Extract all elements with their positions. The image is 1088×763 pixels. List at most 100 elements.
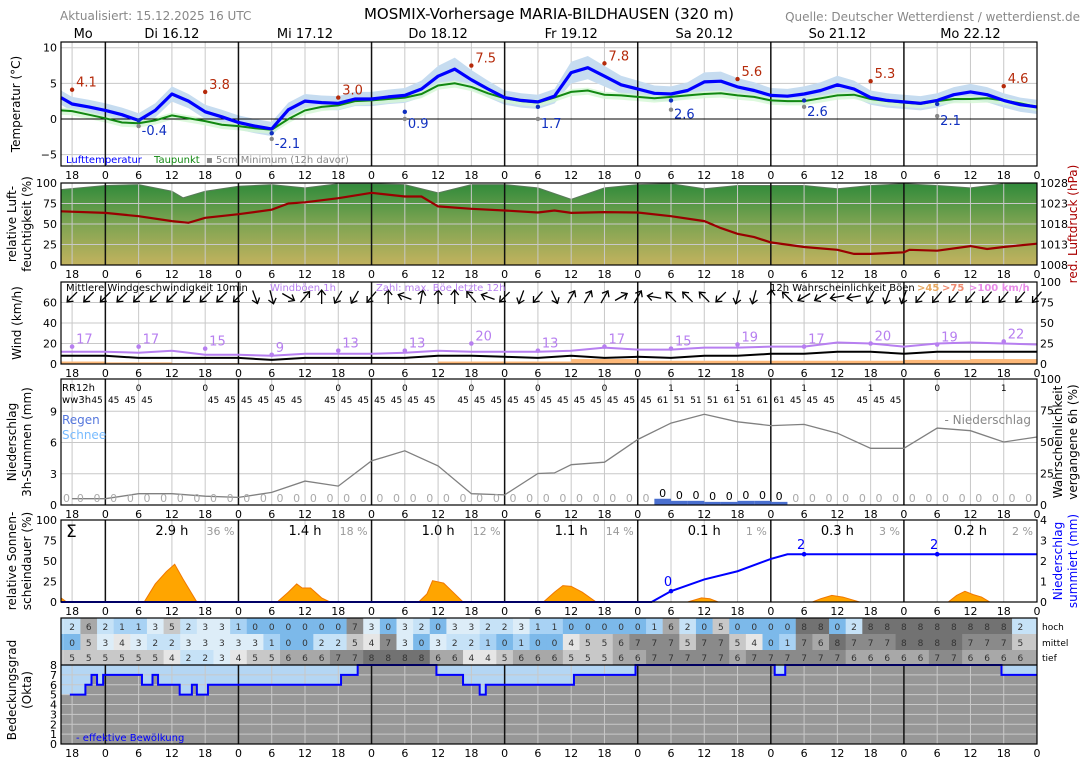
min-temp-label: 2.6: [807, 105, 828, 120]
x-tick-label: 0: [634, 268, 641, 281]
cloud-cell-value: 0: [552, 639, 558, 649]
wind-direction-arrow-icon: [932, 291, 943, 304]
cloud-cell-value: 8: [918, 639, 924, 649]
x-tick-label: 6: [534, 169, 541, 182]
cloud-cell-value: 7: [718, 654, 724, 664]
wind-direction-arrow-icon: [232, 291, 244, 303]
min-temp-point: [269, 131, 274, 136]
cloud-cell: [962, 634, 980, 650]
cloud-cell: [795, 618, 813, 634]
arrow-head: [898, 297, 908, 305]
arrow-head: [267, 297, 277, 305]
cloud-cell: [196, 618, 214, 634]
gust-max-point: [69, 344, 75, 349]
cloud-cell-value: 8: [801, 623, 807, 633]
rr12h-label: 0: [202, 384, 208, 394]
wind-direction-arrow-icon: [132, 291, 145, 303]
wind-direction-arrow-icon: [646, 292, 662, 302]
arrow-head: [766, 288, 776, 296]
cloud-cell: [113, 650, 131, 665]
x-tick-label: 0: [900, 747, 907, 760]
y-tick-label: 5: [50, 77, 57, 90]
arrow-shaft: [499, 291, 511, 302]
arrow-shaft: [334, 290, 343, 303]
precip-amount-label: 0: [543, 492, 550, 505]
cumulative-precip-label: 2: [797, 538, 805, 553]
wind-direction-arrow-icon: [550, 290, 560, 305]
precip-amount-label: 0: [293, 492, 300, 505]
y-tick-label-right: 1028: [1040, 177, 1068, 190]
y-tick-label: 0: [50, 358, 57, 371]
cloud-cell-value: 5: [86, 654, 92, 664]
precip-amount-label: 0: [110, 492, 117, 505]
gust-max-point: [269, 352, 275, 358]
cloud-cell-value: 2: [502, 623, 508, 633]
arrow-head: [116, 295, 124, 303]
arrow-shaft: [398, 294, 412, 301]
cloud-cell: [61, 650, 64, 665]
arrow-head: [366, 295, 374, 304]
arrow-shaft: [84, 291, 95, 302]
gust-max-label: 22: [1008, 327, 1025, 342]
gust-max-label: 20: [875, 330, 892, 345]
x-tick-label: 12: [963, 747, 977, 760]
x-tick-label: 18: [464, 367, 478, 380]
cloud-cell-value: 5: [585, 654, 591, 664]
x-tick-label: 18: [65, 605, 79, 618]
cloud-cell-value: 7: [768, 654, 774, 664]
wind-direction-arrow-icon: [865, 290, 875, 304]
arrow-head: [749, 297, 758, 305]
cloud-cell-value: 7: [701, 654, 707, 664]
x-tick-label: 18: [464, 605, 478, 618]
cloud-cell-value: 2: [152, 639, 158, 649]
x-tick-label: 6: [401, 367, 408, 380]
cloud-cell-value: 3: [369, 623, 375, 633]
y-tick-label: 25: [43, 239, 57, 252]
precip-amount-label: 0: [193, 492, 200, 505]
legend-gust-100: >100 km/h: [969, 283, 1030, 294]
legend-mean-wind: Mittlere Windgeschwindigkeit 10min: [66, 283, 248, 294]
cloud-cell-value: 8: [951, 639, 957, 649]
min-temp-point: [934, 101, 940, 107]
wind-direction-arrow-icon: [450, 288, 460, 304]
arrow-head: [480, 291, 488, 301]
cloud-cell: [596, 634, 614, 650]
weather-code-label: 45: [341, 396, 352, 406]
precip-amount-label: 0: [526, 492, 533, 505]
gust-probability-bar: [105, 362, 172, 364]
legend-gust-75: >75: [942, 283, 964, 294]
cloud-cell: [413, 618, 431, 634]
cloud-cell: [546, 634, 564, 650]
cloud-cell: [429, 634, 447, 650]
x-tick-label: 6: [534, 508, 541, 521]
x-tick-label: 0: [767, 747, 774, 760]
x-tick-label: 0: [1034, 747, 1041, 760]
cloud-cell: [829, 650, 847, 665]
cloud-cell: [512, 618, 531, 634]
cumulative-precip-label: 2: [930, 538, 938, 553]
arrow-shaft: [798, 292, 811, 301]
cloud-cell: [80, 618, 98, 634]
y-tick-label-right: 4: [1040, 514, 1047, 527]
x-tick-label: 6: [534, 268, 541, 281]
cloud-cell-value: 1: [136, 623, 142, 633]
cloud-cell: [346, 618, 364, 634]
x-tick-label: 12: [431, 367, 445, 380]
wind-direction-arrow-icon: [797, 292, 811, 303]
cloud-cell: [862, 618, 880, 634]
cloud-cell: [546, 618, 564, 634]
arrow-head: [620, 291, 629, 300]
max-temp-label: 5.6: [742, 65, 763, 80]
wind-direction-arrow-icon: [567, 290, 577, 304]
precip-amount-label: 0: [859, 492, 866, 505]
y-tick-label: 3: [50, 468, 57, 481]
cloud-cell: [246, 634, 264, 650]
arrow-shaft: [932, 291, 943, 303]
weather-code-label: 45: [241, 396, 252, 406]
cloud-cell: [812, 634, 830, 650]
y-tick-label-right: 75: [1040, 297, 1054, 310]
cloud-cell: [978, 618, 996, 634]
precip-amount-label: 0: [792, 492, 799, 505]
daily-sunshine-hours: 0.1 h: [688, 524, 721, 539]
x-tick-label: 18: [731, 268, 745, 281]
